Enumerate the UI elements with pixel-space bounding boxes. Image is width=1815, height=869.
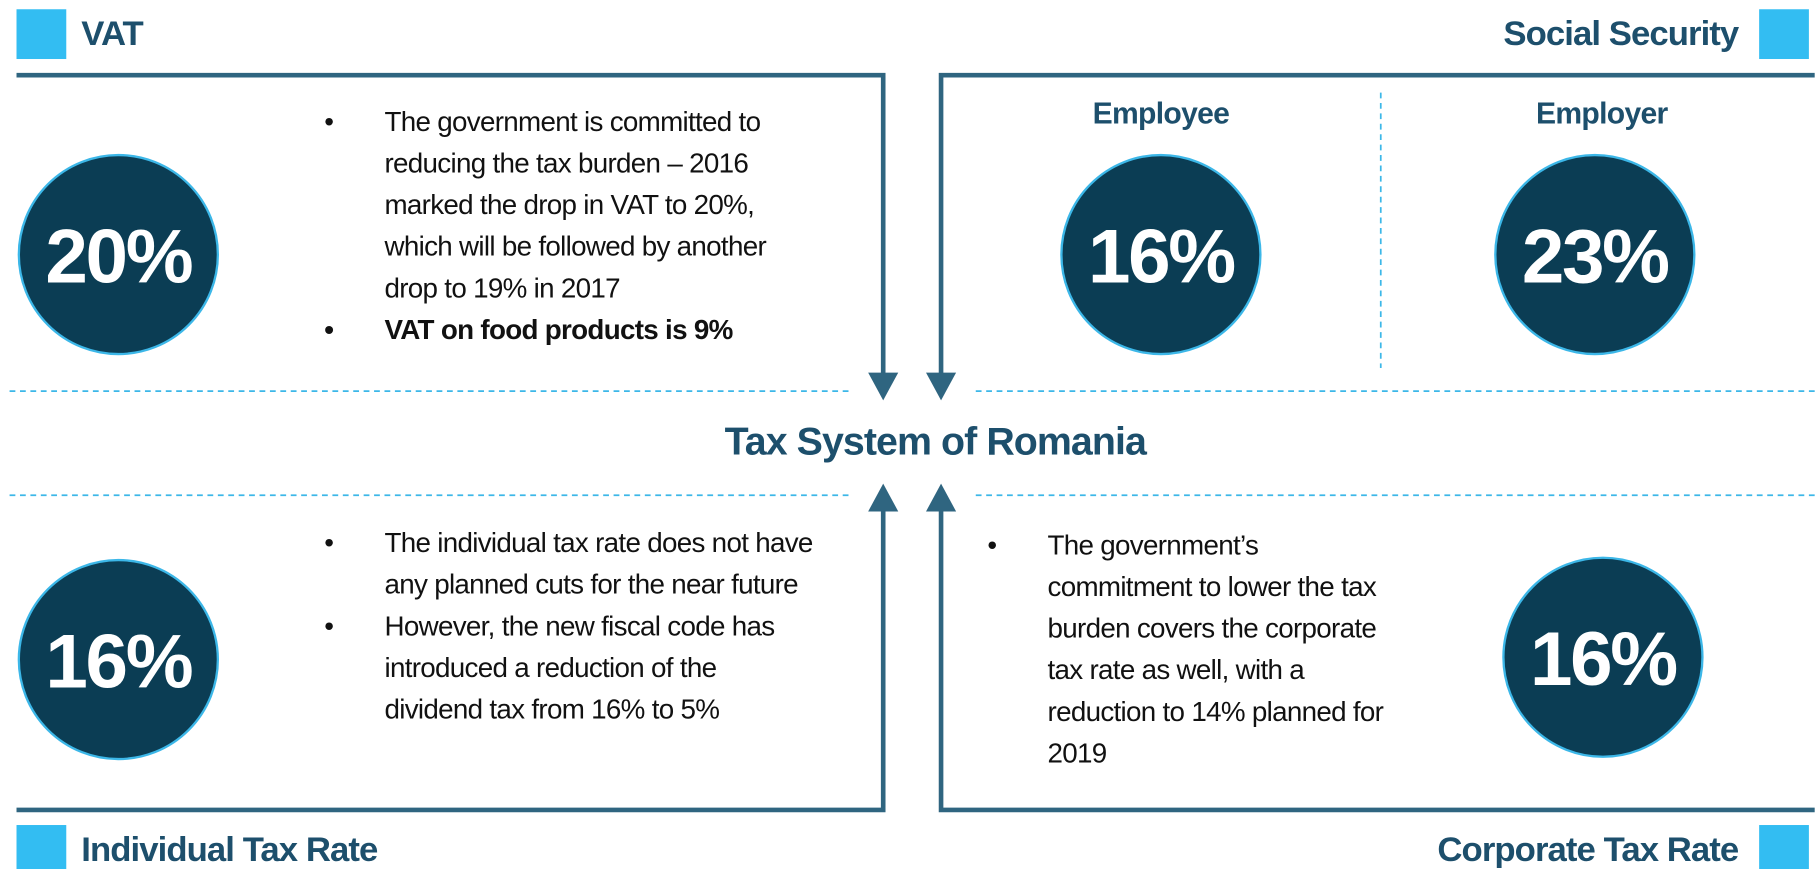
section-title: Social Security [1503, 15, 1740, 53]
rate-value: 16% [1530, 617, 1676, 702]
arrow [926, 372, 957, 401]
bullet-list: The government’s commitment to lower the… [987, 525, 1394, 775]
frame-line [16, 72, 886, 377]
rate-circle [1060, 153, 1262, 356]
frame-line [938, 72, 1815, 377]
bullet-list: The individual tax rate does not have an… [324, 523, 816, 731]
rate-circle [1494, 153, 1696, 356]
arrow [868, 483, 899, 512]
rate-circle [1502, 556, 1704, 758]
bullet: However, the new fiscal code has introdu… [324, 606, 816, 731]
rate-value: 20% [45, 214, 191, 299]
bullet: The government is committed to reducing … [324, 102, 816, 310]
bullet: VAT on food products is 9% [324, 310, 816, 352]
header-square [16, 825, 67, 869]
rate-value: 23% [1522, 214, 1668, 299]
rate-circle [17, 558, 220, 761]
main-title: Tax System of Romania [725, 420, 1148, 464]
bullet-box: The government is committed to reducing … [324, 102, 833, 368]
frame-line [16, 511, 886, 813]
column-label: Employee [1093, 98, 1230, 131]
section-title: Individual Tax Rate [81, 831, 378, 869]
header-square [1759, 825, 1809, 869]
rate-value: 16% [1088, 214, 1234, 299]
column-label: Employer [1536, 98, 1669, 131]
bullet-box: The government’s commitment to lower the… [987, 525, 1415, 791]
section-title: VAT [81, 15, 143, 53]
frame-line [938, 511, 1815, 813]
arrow [868, 372, 899, 401]
bullet: The individual tax rate does not have an… [324, 523, 816, 606]
rate-circle [17, 153, 220, 356]
rate-value: 16% [45, 619, 191, 704]
section-title: Corporate Tax Rate [1437, 831, 1739, 869]
header-square [16, 9, 67, 60]
header-square [1759, 9, 1809, 60]
arrow [926, 483, 957, 512]
bullet-box: The individual tax rate does not have an… [324, 523, 833, 789]
bullet-list: The government is committed to reducing … [324, 102, 816, 352]
bullet: The government’s commitment to lower the… [987, 525, 1394, 775]
